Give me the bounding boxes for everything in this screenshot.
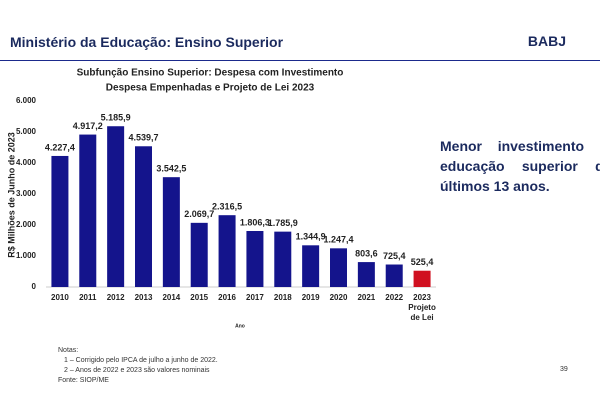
note-line: Fonte: SIOP/ME [58,377,109,384]
x-axis-label: Ano [235,323,245,329]
y-tick-label: 3.000 [16,189,37,198]
x-tick-label: 2021 [357,293,376,302]
page-number: 39 [560,366,568,373]
bar [107,126,125,288]
y-tick-label: 6.000 [16,96,37,105]
x-tick-label: 2019 [301,293,320,302]
value-label: 2.069,7 [184,209,214,219]
value-label: 803,6 [355,248,378,258]
value-label: 525,4 [411,257,434,267]
bar [79,134,97,287]
slide-title: Ministério da Educação: Ensino Superior [10,34,284,50]
header-rule [0,60,600,61]
y-tick-label: 2.000 [16,220,37,229]
value-label: 1.344,9 [296,232,326,242]
bar [357,262,375,287]
y-tick-label: 4.000 [16,158,37,167]
side-text: Menor investimento em educação superior … [440,138,600,194]
bar [302,245,320,287]
x-tick-label: 2022 [385,293,404,302]
note-line: Notas: [58,347,79,354]
note-line: 1 – Corrigido pelo IPCA de julho a junho… [64,357,218,364]
value-label: 2.316,5 [212,202,242,212]
x-tick-label: 2016 [218,293,236,302]
bar [330,248,347,287]
y-tick-label: 5.000 [16,127,37,136]
value-label: 5.185,9 [101,113,131,123]
note-line: 2 – Anos de 2022 e 2023 são valores nomi… [64,367,210,374]
bar [218,215,236,287]
y-axis-label: R$ Milhões de Junho de 2023 [6,132,16,258]
brand: BABJ [527,33,566,49]
value-label: 1.806,3 [240,217,270,227]
y-tick-label: 1.000 [16,251,37,260]
y-tick-label: 0 [32,282,37,291]
bar [274,231,292,287]
value-label: 4.227,4 [45,142,75,152]
x-tick-label: 2018 [273,293,292,302]
x-tick-label: 2011 [79,293,97,302]
x-tick-label: 2010 [51,293,69,302]
x-tick-label: 2017 [246,293,264,302]
bar [162,177,180,287]
x-tick-label: 2014 [162,293,181,302]
bar [190,222,208,287]
value-label: 4.917,2 [73,121,103,131]
x-tick-label: 2013 [134,293,153,302]
bar [51,155,69,287]
x-tick-label: 2023 Projeto de Lei [408,293,436,322]
x-tick-label: 2015 [190,293,209,302]
notes: Notas: 1 – Corrigido pelo IPCA de julho a… [58,346,218,386]
value-label: 3.542,5 [156,164,186,174]
bar [385,264,403,287]
value-label: 1.785,9 [268,218,298,228]
chart-title: Despesa Empenhadas e Projeto de Lei 2023 [106,83,315,94]
x-tick-label: 2020 [329,293,348,302]
bar [413,270,431,287]
bar [135,146,152,287]
bar [246,231,264,287]
x-tick-label: 2012 [106,293,125,302]
chart-title: Subfunção Ensino Superior: Despesa com I… [77,68,344,79]
value-label: 1.247,4 [323,235,353,245]
value-label: 4.539,7 [128,133,158,143]
value-label: 725,4 [383,251,406,261]
